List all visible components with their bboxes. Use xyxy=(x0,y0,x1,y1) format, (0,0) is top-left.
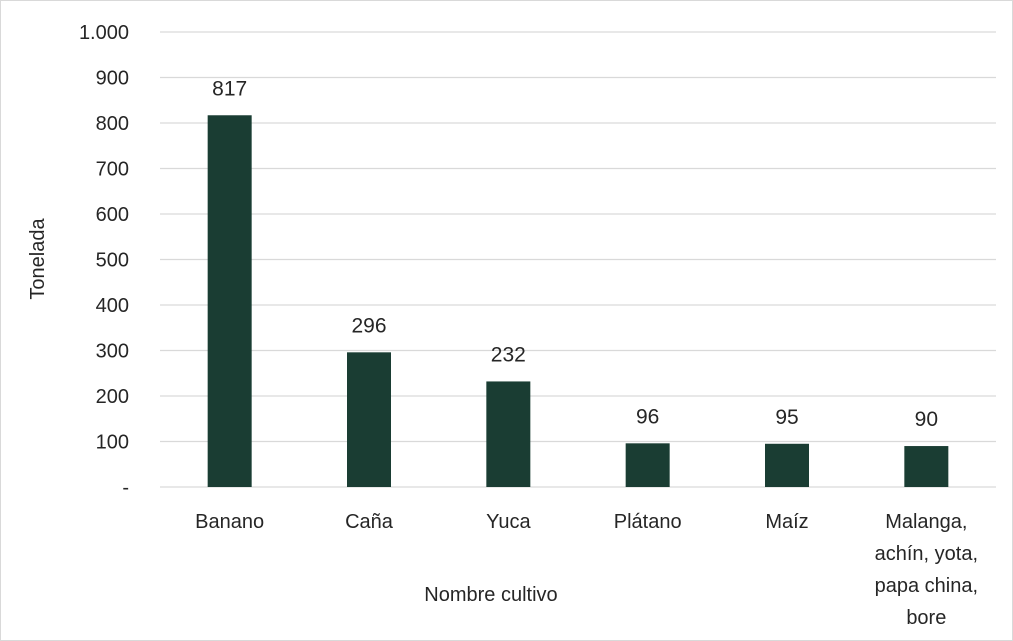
y-tick-label: 700 xyxy=(96,159,129,181)
data-label: 90 xyxy=(915,408,938,431)
y-tick-label: 300 xyxy=(96,341,129,363)
y-axis-title: Tonelada xyxy=(27,218,49,300)
bar xyxy=(625,443,670,487)
bar xyxy=(347,352,391,487)
bar xyxy=(904,446,949,487)
y-tick-label: 100 xyxy=(96,432,129,454)
y-tick-label: - xyxy=(122,477,129,499)
data-label: 95 xyxy=(775,406,798,429)
data-label: 232 xyxy=(491,343,526,366)
x-tick-label: Yuca xyxy=(486,511,531,533)
x-tick-label: Malanga, achín, yota, papa china, bore xyxy=(875,511,978,629)
y-tick-label: 200 xyxy=(96,386,129,408)
data-labels: 817 296 232 96 95 90 xyxy=(212,77,938,431)
data-label: 96 xyxy=(636,405,659,428)
data-label: 817 xyxy=(212,77,247,100)
bar xyxy=(486,381,531,487)
y-tick-label: 900 xyxy=(96,68,129,90)
x-tick-label: Banano xyxy=(195,511,264,533)
y-tick-label: 1.000 xyxy=(79,22,129,44)
bar xyxy=(207,115,252,487)
x-tick-label: Plátano xyxy=(614,511,682,533)
x-tick-label: Caña xyxy=(345,511,394,533)
x-tick-label: Maíz xyxy=(765,511,808,533)
y-tick-label: 800 xyxy=(96,113,129,135)
y-tick-label: 500 xyxy=(96,250,129,272)
y-tick-label: 600 xyxy=(96,204,129,226)
data-label: 296 xyxy=(351,314,386,337)
x-axis-ticks: Banano Caña Yuca Plátano Maíz Malanga, achín, … xyxy=(195,511,978,629)
bars xyxy=(207,115,949,487)
y-tick-label: 400 xyxy=(96,295,129,317)
gridlines xyxy=(160,31,996,488)
x-axis-title: Nombre cultivo xyxy=(424,584,557,606)
bar xyxy=(765,443,809,487)
y-axis-ticks: - 100 200 300 400 500 600 700 800 900 1.000 xyxy=(79,22,129,499)
